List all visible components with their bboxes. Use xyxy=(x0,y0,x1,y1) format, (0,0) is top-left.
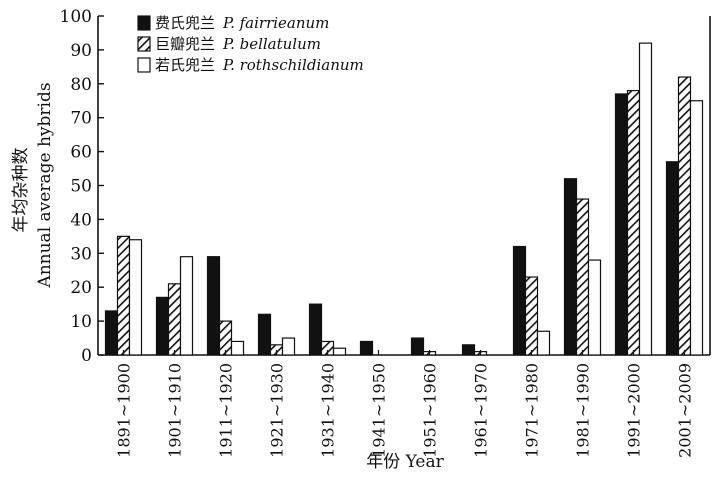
bar-open xyxy=(689,100,704,356)
bar-open xyxy=(638,42,653,356)
y-tick-label: 0 xyxy=(81,346,92,366)
legend-label-latin: P. rothschildianum xyxy=(222,56,364,74)
x-tick-label: 1971~1980 xyxy=(523,363,542,458)
legend-label-cn: 巨瓣兜兰 xyxy=(155,35,215,53)
bar-solid xyxy=(206,256,221,356)
x-tick-label: 1941~1950 xyxy=(370,363,389,458)
bar-hatched xyxy=(524,276,539,356)
bar-solid xyxy=(563,178,578,356)
bar-solid xyxy=(461,344,476,356)
x-tick-label: 1901~1910 xyxy=(166,363,185,458)
bar-open xyxy=(230,340,245,356)
bar-hatched xyxy=(167,283,182,356)
bar-open xyxy=(332,347,347,356)
legend-swatch-open xyxy=(137,57,151,73)
y-tick-label: 90 xyxy=(70,41,92,61)
y-tick-label: 80 xyxy=(70,75,92,95)
x-tick-label: 1951~1960 xyxy=(421,363,440,458)
legend-swatch-solid xyxy=(137,15,151,31)
legend-label-latin: P. bellatulum xyxy=(222,35,321,53)
bar-open xyxy=(179,256,194,356)
y-axis-title-cn: 年均杂种数 xyxy=(11,148,31,233)
y-tick-label: 10 xyxy=(70,312,92,332)
legend: 费氏兜兰 P. fairrieanum 巨瓣兜兰 P. bellatulum 若氏兜兰 P… xyxy=(137,14,364,74)
bar-open xyxy=(587,259,602,356)
legend-label-cn: 费氏兜兰 xyxy=(155,14,215,32)
bar-solid xyxy=(410,337,425,356)
x-tick-label: 1961~1970 xyxy=(472,363,491,458)
bar-solid xyxy=(614,93,629,356)
bar-solid xyxy=(665,161,680,356)
bar-hatched xyxy=(218,320,233,356)
y-axis-title: 年均杂种数 Annual average hybrids xyxy=(11,82,55,288)
y-tick-label: 100 xyxy=(60,7,92,27)
y-axis-title-en: Annual average hybrids xyxy=(35,82,55,288)
x-tick-label: 1981~1990 xyxy=(574,363,593,458)
bar-open xyxy=(536,330,551,356)
bar-hatched xyxy=(626,89,641,356)
bar-solid xyxy=(308,303,323,356)
x-axis-title: 年份 Year xyxy=(366,452,444,472)
bar-solid xyxy=(359,340,374,356)
bar-open xyxy=(281,337,296,356)
legend-label-cn: 若氏兜兰 xyxy=(155,56,215,74)
x-tick-labels: 1891~1900 1901~1910 1911~1920 1921~1930 1931… xyxy=(115,350,695,458)
bar-solid xyxy=(512,245,527,356)
legend-label-latin: P. fairrieanum xyxy=(222,14,329,32)
bar-hatched xyxy=(677,76,692,356)
x-tick-label: 1931~1940 xyxy=(319,363,338,458)
bars xyxy=(104,42,704,356)
bar-hatched xyxy=(575,198,590,356)
legend-entry: 费氏兜兰 P. fairrieanum xyxy=(155,14,329,32)
legend-swatch-hatched xyxy=(137,36,151,52)
legend-entry: 若氏兜兰 P. rothschildianum xyxy=(155,56,364,74)
y-tick-label: 20 xyxy=(70,278,92,298)
y-ticks: 0 10 20 30 40 50 60 70 80 90 100 xyxy=(60,7,104,366)
bar-solid xyxy=(257,313,272,356)
y-tick-label: 70 xyxy=(70,109,92,129)
x-tick-label: 2001~2009 xyxy=(676,363,695,458)
y-tick-label: 50 xyxy=(70,177,92,197)
x-tick-label: 1921~1930 xyxy=(268,363,287,458)
x-tick-label: 1891~1900 xyxy=(115,363,134,458)
legend-entry: 巨瓣兜兰 P. bellatulum xyxy=(155,35,321,53)
y-tick-label: 40 xyxy=(70,210,92,230)
x-tick-label: 1991~2000 xyxy=(625,363,644,458)
y-tick-label: 60 xyxy=(70,143,92,163)
bar-solid xyxy=(104,310,119,356)
bar-hatched xyxy=(116,235,131,356)
y-tick-label: 30 xyxy=(70,244,92,264)
bar-open xyxy=(128,239,143,356)
x-tick-label: 1911~1920 xyxy=(217,363,236,458)
bar-solid xyxy=(155,296,170,356)
